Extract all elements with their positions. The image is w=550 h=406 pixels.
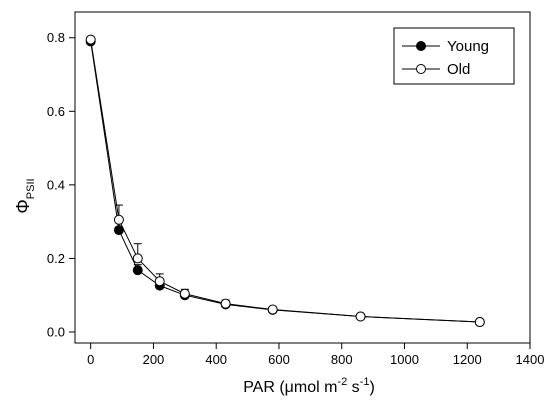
x-tick-label: 1000	[390, 352, 419, 367]
x-tick-label: 1200	[453, 352, 482, 367]
y-tick-label: 0.6	[47, 104, 65, 119]
data-point-young	[132, 265, 143, 276]
data-point-old	[474, 317, 485, 328]
x-axis-ticks: 0 200 400 600 800 1000 1200 1400	[87, 343, 544, 367]
x-axis-title-mid: mol m	[294, 379, 338, 396]
legend-box	[393, 27, 515, 85]
x-axis-title-base: PAR (	[243, 379, 285, 396]
x-tick-label: 800	[331, 352, 353, 367]
x-axis-title-exp2: -1	[360, 376, 370, 388]
x-tick-label: 200	[143, 352, 165, 367]
series-layer	[85, 34, 485, 328]
plot-frame	[74, 11, 531, 344]
y-axis-ticks: 0.0 0.2 0.4 0.6 0.8	[47, 30, 75, 339]
x-tick-label: 1400	[516, 352, 545, 367]
legend-marker-young	[416, 41, 426, 51]
x-tick-label: 600	[268, 352, 290, 367]
y-axis-title-symbol: Φ	[13, 199, 33, 213]
data-point-old	[179, 288, 190, 299]
data-point-old	[154, 276, 165, 287]
y-tick-label: 0.2	[47, 251, 65, 266]
x-tick-label: 400	[205, 352, 227, 367]
x-axis-title-mid2: s	[347, 379, 359, 396]
legend-marker-old	[416, 64, 426, 74]
data-point-old	[85, 34, 96, 45]
legend: Young Old	[393, 27, 515, 85]
data-point-young	[113, 225, 124, 236]
y-tick-label: 0.4	[47, 177, 65, 192]
y-axis-title-subscript: PSII	[25, 178, 37, 199]
x-axis-title: PAR (μmol m-2 s-1)	[243, 376, 375, 396]
y-tick-label: 0.0	[47, 324, 65, 339]
x-axis-title-end: )	[369, 379, 374, 396]
x-tick-label: 0	[87, 352, 94, 367]
y-axis-title: ΦPSII	[13, 178, 37, 213]
x-axis-title-mu: μ	[285, 379, 294, 396]
data-point-old	[220, 298, 231, 309]
legend-label-young: Young	[447, 38, 489, 55]
legend-label-old: Old	[447, 61, 470, 78]
data-point-old	[267, 304, 278, 315]
x-axis-title-exp1: -2	[337, 376, 347, 388]
data-point-old	[355, 311, 366, 322]
y-tick-label: 0.8	[47, 30, 65, 45]
data-point-old	[132, 253, 143, 264]
plot-area	[74, 11, 531, 344]
data-point-old	[113, 214, 124, 225]
